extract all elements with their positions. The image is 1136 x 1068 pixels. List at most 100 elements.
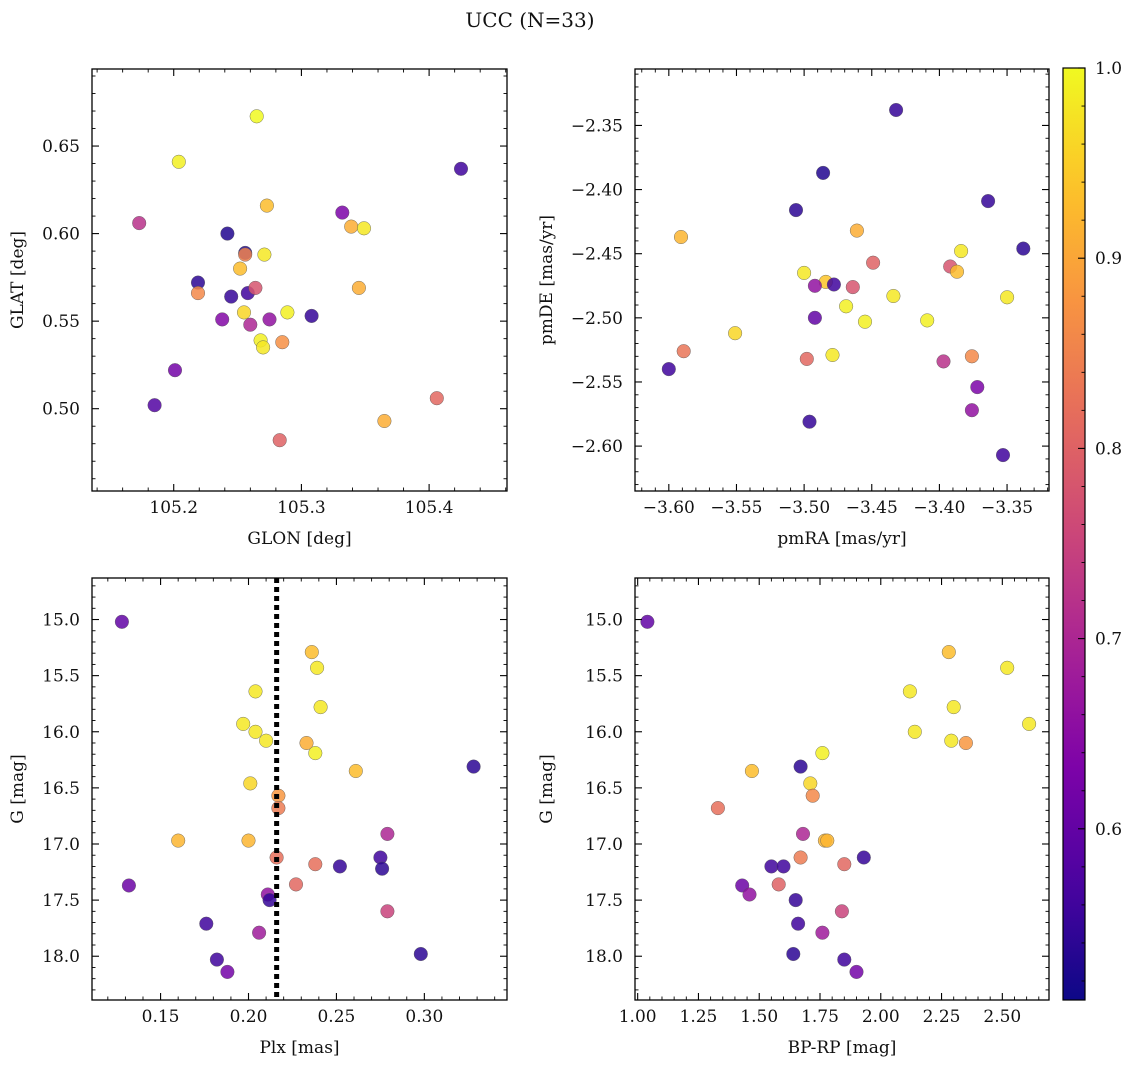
data-point — [114, 614, 129, 629]
data-point — [936, 354, 951, 369]
y-tick-label: 16.0 — [585, 723, 623, 743]
x-tick-label: 1.00 — [619, 1007, 657, 1027]
x-tick-label: 2.50 — [983, 1007, 1021, 1027]
y-axis-label: G [mag] — [537, 754, 557, 823]
data-point — [815, 746, 830, 761]
points-2 — [661, 102, 1031, 463]
data-point — [335, 205, 350, 220]
colorbar-tick-label: 0.8 — [1095, 439, 1122, 459]
data-point — [661, 362, 676, 377]
data-point — [907, 724, 922, 739]
data-point — [764, 859, 779, 874]
data-point — [238, 247, 253, 262]
data-point — [970, 380, 985, 395]
data-point — [252, 925, 267, 940]
data-point — [771, 877, 786, 892]
data-point — [996, 448, 1011, 463]
data-point — [797, 265, 812, 280]
data-point — [313, 700, 328, 715]
data-point — [299, 736, 314, 751]
data-point — [837, 857, 852, 872]
data-point — [243, 317, 258, 332]
data-point — [215, 312, 230, 327]
y-tick-label: 16.5 — [585, 779, 623, 799]
x-axis-label: BP-RP [mag] — [788, 1038, 897, 1058]
y-tick-label: 17.5 — [585, 891, 623, 911]
data-point — [839, 299, 854, 314]
data-point — [941, 645, 956, 660]
data-point — [308, 857, 323, 872]
data-point — [280, 305, 295, 320]
data-point — [351, 280, 366, 295]
data-point — [256, 340, 271, 355]
data-point — [826, 277, 841, 292]
data-point — [171, 154, 186, 169]
data-point — [946, 700, 961, 715]
data-point — [249, 109, 264, 124]
data-point — [776, 859, 791, 874]
data-point — [209, 952, 224, 967]
data-point — [815, 925, 830, 940]
x-tick-label: 0.25 — [317, 1007, 355, 1027]
points-4 — [640, 614, 1037, 979]
x-tick-label: 1.25 — [680, 1007, 718, 1027]
data-point — [199, 916, 214, 931]
x-tick-label: −3.55 — [710, 498, 762, 518]
data-point — [858, 314, 873, 329]
y-tick-label: −2.50 — [571, 309, 623, 329]
x-tick-label: 1.50 — [740, 1007, 778, 1027]
y-tick-label: −2.35 — [571, 116, 623, 136]
panel-1: 105.2 105.3 105.4 0.50 0.55 0.60 0.65 GLON [deg… — [8, 68, 508, 549]
data-point — [964, 403, 979, 418]
data-point — [121, 878, 136, 893]
data-point — [796, 826, 811, 841]
y-tick-label: −2.55 — [571, 373, 623, 393]
data-point — [304, 308, 319, 323]
data-point — [816, 165, 831, 180]
panel-4: 1.00 1.25 1.50 1.75 2.00 2.25 2.50 15.0 15.5 16.0… — [537, 577, 1050, 1058]
data-point — [786, 947, 801, 962]
data-point — [220, 226, 235, 241]
x-tick-label: −3.40 — [913, 498, 965, 518]
data-point — [799, 351, 814, 366]
data-point — [454, 161, 469, 176]
data-point — [167, 363, 182, 378]
y-axis-label: pmDE [mas/yr] — [537, 215, 557, 345]
data-point — [742, 887, 757, 902]
x-tick-label: −3.60 — [643, 498, 695, 518]
data-point — [1022, 716, 1037, 731]
data-point — [248, 684, 263, 699]
data-point — [259, 733, 274, 748]
x-tick-label: 105.3 — [277, 498, 326, 518]
axes-frame — [634, 68, 1050, 492]
data-point — [190, 286, 205, 301]
data-point — [825, 348, 840, 363]
y-tick-label: 0.55 — [42, 312, 80, 332]
data-point — [676, 344, 691, 359]
x-tick-label: 2.25 — [923, 1007, 961, 1027]
colorbar-tick-label: 1.0 — [1095, 59, 1122, 79]
data-point — [674, 229, 689, 244]
y-tick-label: 0.60 — [42, 225, 80, 245]
y-tick-label: 16.0 — [42, 723, 80, 743]
data-point — [357, 221, 372, 236]
x-tick-label: 105.2 — [149, 498, 198, 518]
y-tick-label: 15.5 — [42, 667, 80, 687]
data-point — [950, 264, 965, 279]
data-point — [710, 801, 725, 816]
data-point — [241, 833, 256, 848]
data-point — [958, 736, 973, 751]
ticks-1: 105.2 105.3 105.4 0.50 0.55 0.60 0.65 — [42, 69, 507, 518]
x-axis-label: Plx [mas] — [259, 1038, 339, 1058]
data-point — [243, 776, 258, 791]
ticks-2: −3.60 −3.55 −3.50 −3.45 −3.40 −3.35 −2.60 −2.55… — [571, 69, 1049, 518]
y-tick-label: 15.0 — [585, 611, 623, 631]
data-point — [791, 916, 806, 931]
data-point — [802, 414, 817, 429]
x-axis-label: pmRA [mas/yr] — [777, 529, 906, 549]
data-point — [147, 398, 162, 413]
y-tick-label: 17.5 — [42, 891, 80, 911]
data-point — [793, 759, 808, 774]
data-point — [289, 877, 304, 892]
data-point — [429, 391, 444, 406]
